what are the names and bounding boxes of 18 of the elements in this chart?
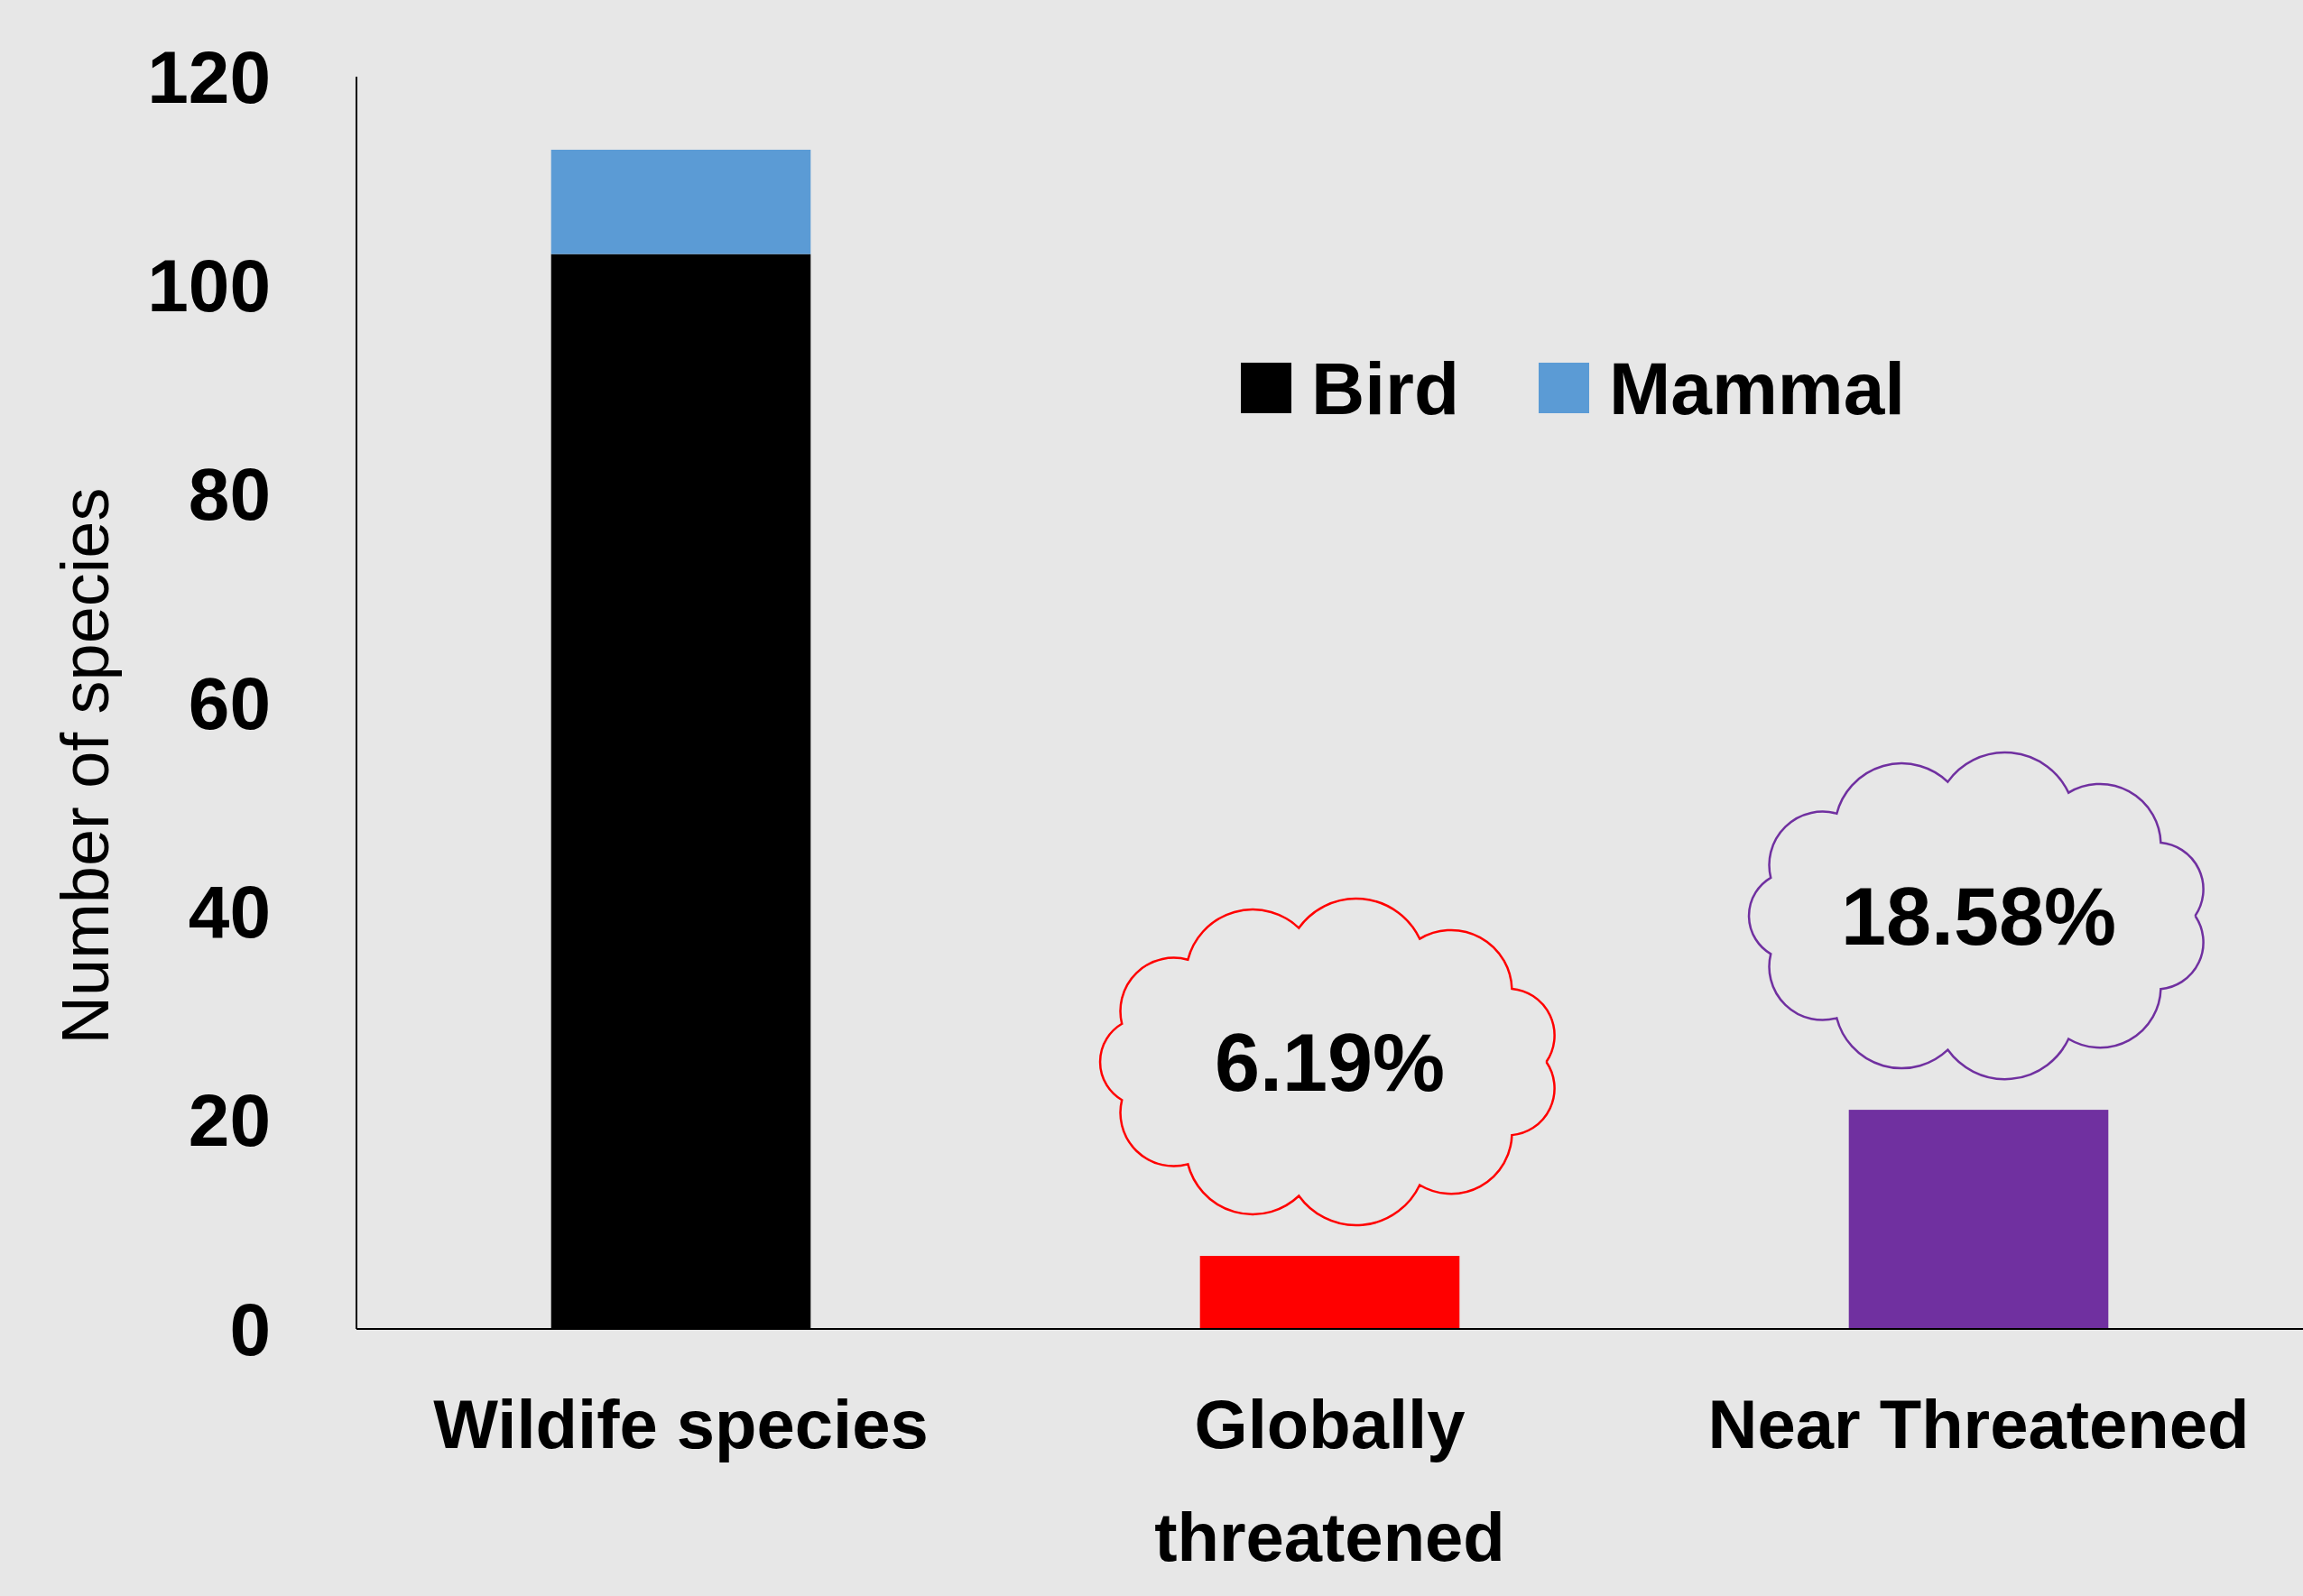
annotation: 6.19% — [1214, 1017, 1446, 1108]
annotation: 18.58% — [1840, 871, 2117, 962]
x-tick-label: Wildife species — [433, 1386, 929, 1462]
y-tick-label: 40 — [188, 871, 271, 954]
x-tick-label: Near Threatened — [1707, 1386, 2250, 1462]
x-tick-label: Globally threatened — [1154, 1386, 1505, 1575]
bar — [1848, 1110, 2109, 1329]
y-tick-label: 0 — [229, 1287, 271, 1370]
legend-label: Mammal — [1609, 346, 1906, 429]
y-tick-label: 60 — [188, 661, 271, 744]
y-tick-label: 80 — [188, 453, 271, 536]
legend-label: Bird — [1311, 346, 1459, 429]
y-axis-title: Number of species — [48, 487, 123, 1045]
y-tick-label: 100 — [147, 244, 271, 328]
y-tick-label: 20 — [188, 1079, 271, 1162]
y-tick-label: 120 — [147, 35, 271, 118]
bar — [1199, 1256, 1460, 1329]
bar — [550, 149, 811, 254]
